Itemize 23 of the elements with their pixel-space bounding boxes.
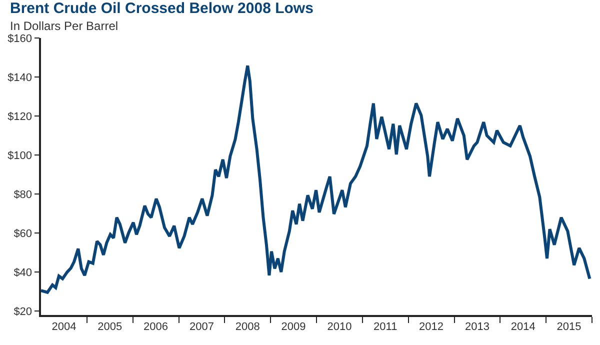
y-tick-label: $20 — [14, 306, 32, 318]
line-series — [41, 64, 592, 294]
y-tick-label: $40 — [14, 266, 32, 279]
x-tick-label: 2011 — [374, 320, 398, 333]
x-tick-label: 2013 — [464, 320, 490, 333]
x-tick-label: 2008 — [235, 320, 260, 333]
chart-subtitle: In Dollars Per Barrel — [10, 19, 118, 33]
x-tick-label: 2014 — [510, 320, 536, 333]
x-tick-label: 2005 — [98, 320, 122, 333]
chart-title: Brent Crude Oil Crossed Below 2008 Lows — [10, 0, 314, 17]
y-tick-label: $80 — [14, 188, 32, 201]
y-tick-label: $160 — [8, 32, 32, 45]
x-tick-label: 2009 — [281, 320, 306, 333]
x-tick-label: 2007 — [189, 320, 214, 333]
y-tick-label: $60 — [14, 228, 32, 240]
y-tick-label: $100 — [8, 150, 32, 162]
x-tick-label: 2004 — [52, 320, 76, 333]
y-tick-label: $140 — [8, 72, 32, 84]
x-tick-label: 2012 — [419, 320, 444, 333]
y-tick-label: $120 — [8, 110, 32, 123]
x-tick-label: 2010 — [327, 320, 352, 333]
x-tick-label: 2006 — [144, 320, 168, 333]
x-tick-label: 2015 — [556, 320, 582, 333]
